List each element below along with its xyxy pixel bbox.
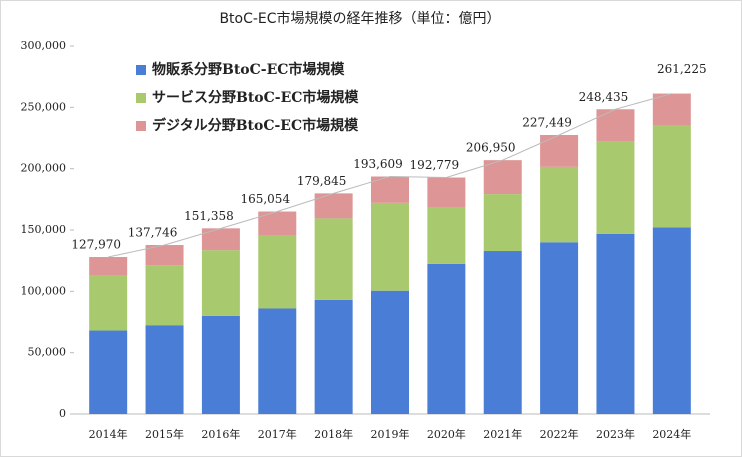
bar-segment	[652, 93, 691, 126]
bar-segment	[258, 308, 297, 414]
bar-segment	[145, 325, 184, 414]
bar-segment	[89, 330, 128, 414]
bar-segment	[371, 176, 409, 203]
bar-segment	[540, 242, 579, 414]
x-tick-label: 2015年	[145, 427, 184, 441]
x-tick-label: 2016年	[201, 427, 240, 441]
bar-segment	[596, 233, 635, 414]
total-label: 206,950	[466, 141, 516, 155]
y-tick-label: 200,000	[21, 162, 67, 175]
total-label: 261,225	[657, 62, 707, 76]
bar-segment	[483, 251, 522, 414]
y-tick-label: 0	[59, 407, 66, 420]
total-label: 248,435	[579, 90, 629, 104]
y-tick-label: 100,000	[21, 284, 67, 297]
bar-segment	[89, 257, 128, 276]
bar-segment	[145, 265, 184, 326]
total-label: 227,449	[522, 115, 572, 129]
total-label: 192,779	[410, 158, 460, 172]
bar-segment	[427, 263, 466, 414]
bar-segment	[201, 228, 240, 251]
bar-segment	[145, 245, 184, 266]
bar-segment	[371, 290, 409, 414]
total-label: 165,054	[240, 192, 290, 206]
x-tick-label: 2014年	[89, 427, 128, 441]
bar-segment	[314, 218, 353, 300]
total-label: 127,970	[71, 238, 121, 252]
bar-segment	[314, 193, 353, 219]
bar-segment	[427, 177, 466, 208]
bar-segment	[314, 299, 353, 414]
bar-segment	[201, 250, 240, 316]
bar-segment	[540, 166, 579, 243]
x-tick-label: 2017年	[258, 427, 297, 441]
x-tick-label: 2019年	[371, 427, 410, 441]
bar-segment	[427, 207, 466, 264]
x-tick-label: 2021年	[483, 427, 522, 441]
bar-segment	[596, 141, 635, 234]
total-label: 151,358	[184, 209, 234, 223]
bar-segment	[258, 235, 297, 309]
total-label: 193,609	[353, 157, 403, 171]
y-tick-label: 50,000	[28, 346, 67, 359]
legend-label: サービス分野BtoC-EC市場規模	[152, 89, 359, 106]
bar-segment	[652, 125, 691, 228]
bar-segment	[596, 109, 635, 142]
x-tick-label: 2018年	[314, 427, 353, 441]
x-tick-label: 2020年	[427, 427, 466, 441]
x-tick-label: 2024年	[652, 427, 691, 441]
bar-segment	[89, 275, 128, 331]
y-tick-label: 250,000	[21, 100, 67, 113]
bar-segment	[371, 202, 409, 291]
total-line	[108, 93, 672, 258]
legend-label: デジタル分野BtoC-EC市場規模	[152, 117, 359, 134]
bar-segment	[483, 194, 522, 252]
bar-segment	[652, 227, 691, 414]
total-label: 179,845	[297, 174, 347, 188]
total-label: 137,746	[128, 226, 178, 240]
bar-segment	[258, 211, 297, 236]
bar-segment	[540, 134, 579, 167]
legend-label: 物販系分野BtoC-EC市場規模	[152, 61, 345, 78]
legend-swatch	[136, 121, 146, 131]
bar-segment	[483, 160, 522, 195]
x-tick-label: 2023年	[596, 427, 635, 441]
x-tick-label: 2022年	[540, 427, 579, 441]
bar-segment	[201, 315, 240, 414]
legend-swatch	[136, 65, 146, 75]
y-tick-label: 150,000	[21, 223, 67, 236]
legend-swatch	[136, 93, 146, 103]
y-tick-label: 300,000	[21, 39, 67, 52]
chart-title: BtoC-EC市場規模の経年推移（単位：億円）	[219, 10, 500, 27]
